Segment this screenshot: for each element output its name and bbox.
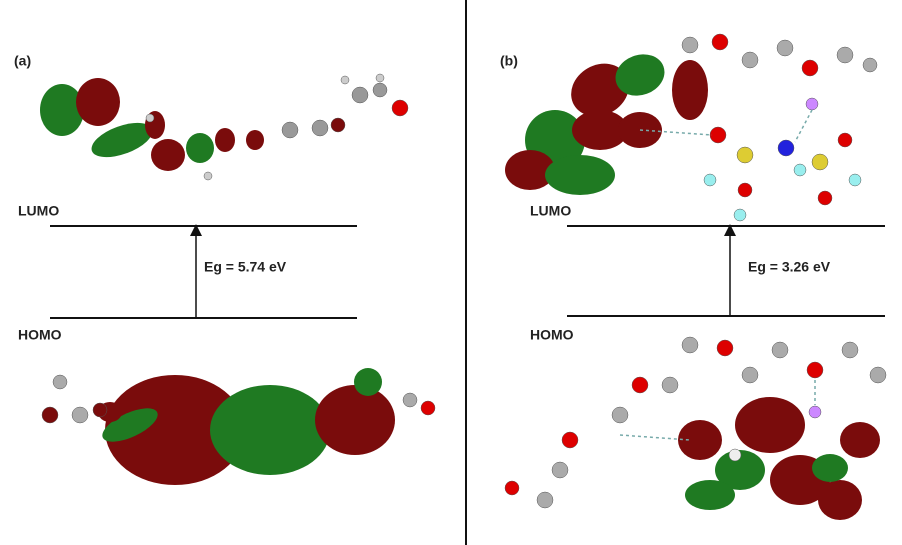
orbital-lobe: [215, 128, 235, 152]
orbital-lobe: [685, 480, 735, 510]
atom: [837, 47, 853, 63]
atom: [717, 340, 733, 356]
orbital-lobe: [735, 397, 805, 453]
atom: [818, 191, 832, 205]
atom: [812, 154, 828, 170]
orbital-lobe: [840, 422, 880, 458]
atom: [682, 337, 698, 353]
atom: [505, 481, 519, 495]
atom: [632, 377, 648, 393]
atom: [838, 133, 852, 147]
atom: [352, 87, 368, 103]
atom: [809, 406, 821, 418]
gap-label: Eg = 3.26 eV: [748, 259, 831, 275]
orbital-lobe: [186, 133, 214, 163]
atom: [806, 98, 818, 110]
orbital-lobe: [354, 368, 382, 396]
orbital-lobe: [246, 130, 264, 150]
atom: [842, 342, 858, 358]
homo-label: HOMO: [530, 327, 574, 343]
orbital-lobe: [76, 78, 120, 126]
atom: [376, 74, 384, 82]
lumo-label: LUMO: [530, 203, 571, 219]
atom: [802, 60, 818, 76]
atom: [742, 52, 758, 68]
orbital-lobe: [812, 454, 848, 482]
atom: [729, 449, 741, 461]
atom: [794, 164, 806, 176]
atom: [331, 118, 345, 132]
orbital-lobe: [545, 155, 615, 195]
atom: [863, 58, 877, 72]
atom: [777, 40, 793, 56]
atom: [146, 114, 154, 122]
atom: [742, 367, 758, 383]
orbital-lobe: [678, 420, 722, 460]
atom: [403, 393, 417, 407]
atom: [373, 83, 387, 97]
hydrogen-bond: [795, 110, 812, 142]
atom: [738, 183, 752, 197]
atom: [662, 377, 678, 393]
figure: (a) LUMO Eg = 5.74 eV HOMO (b) LUMO Eg =…: [0, 0, 902, 545]
panel-label: (a): [14, 53, 31, 69]
atom: [704, 174, 716, 186]
atom: [712, 34, 728, 50]
atom: [849, 174, 861, 186]
atom: [53, 375, 67, 389]
atom: [42, 407, 58, 423]
atom: [612, 407, 628, 423]
atom: [392, 100, 408, 116]
atom: [312, 120, 328, 136]
atom: [772, 342, 788, 358]
atom: [734, 209, 746, 221]
panel-label: (b): [500, 53, 518, 69]
atom: [737, 147, 753, 163]
orbital-lobe: [210, 385, 330, 475]
atom: [93, 403, 107, 417]
atom: [282, 122, 298, 138]
orbital-lobe: [151, 139, 185, 171]
orbital-art: [40, 34, 886, 520]
atom: [870, 367, 886, 383]
lumo-label: LUMO: [18, 203, 59, 219]
atom: [421, 401, 435, 415]
atom: [562, 432, 578, 448]
atom: [778, 140, 794, 156]
atom: [552, 462, 568, 478]
atom: [807, 362, 823, 378]
atom: [72, 407, 88, 423]
atom: [537, 492, 553, 508]
gap-label: Eg = 5.74 eV: [204, 259, 287, 275]
orbital-lobe: [818, 480, 862, 520]
orbital-lobe: [672, 60, 708, 120]
orbital-lobe: [315, 385, 395, 455]
atom: [682, 37, 698, 53]
atom: [341, 76, 349, 84]
homo-label: HOMO: [18, 327, 62, 343]
atom: [204, 172, 212, 180]
atom: [710, 127, 726, 143]
